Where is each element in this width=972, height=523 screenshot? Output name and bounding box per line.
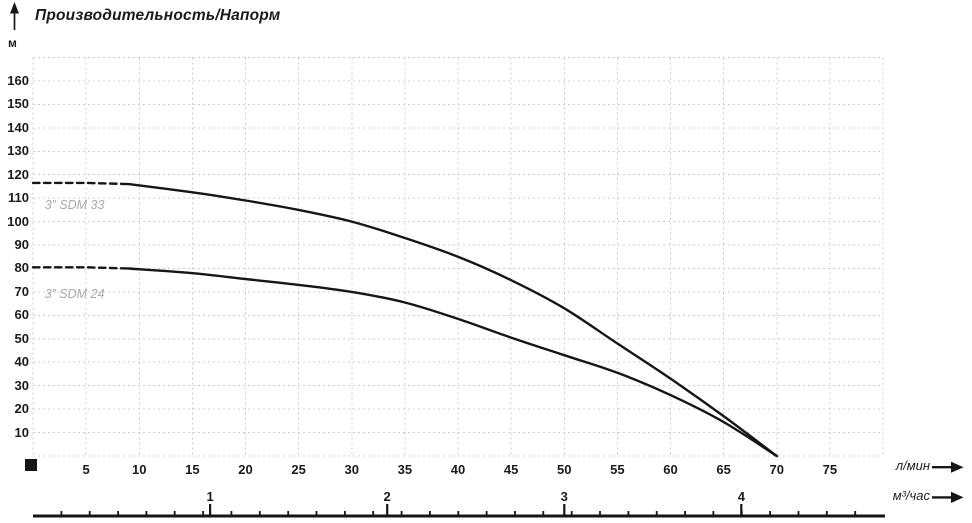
y-axis-unit-label: м	[8, 36, 17, 50]
secondary-axis-tick	[563, 504, 566, 515]
y-tick-label: 130	[7, 143, 29, 159]
x-axis-unit-m3h: м³/час	[892, 488, 930, 503]
y-tick-label: 60	[14, 307, 29, 323]
x-tick-label: 40	[450, 462, 466, 477]
y-tick-label: 20	[14, 401, 29, 417]
origin-marker-square	[25, 459, 37, 471]
x-tick-label: 65	[716, 462, 731, 477]
secondary-axis-ruler	[33, 504, 885, 518]
x-axis-unit-lmin: л/мин	[895, 458, 930, 473]
x-tick-label: 50	[557, 462, 572, 477]
x-tick-label: 5	[82, 462, 90, 477]
y-tick-label: 120	[7, 166, 29, 182]
secondary-tick-label: 4	[737, 489, 745, 504]
lmin-axis-arrow-icon	[932, 461, 964, 473]
y-tick-label: 80	[14, 260, 29, 276]
y-tick-label: 10	[14, 424, 29, 440]
grid-lines	[32, 57, 884, 457]
series-label: 3” SDM 24	[44, 287, 105, 302]
secondary-tick-label: 3	[560, 489, 568, 504]
curve-dashed-segment	[31, 266, 130, 270]
curve-solid-segment	[127, 182, 778, 458]
curve-sdm24	[31, 266, 778, 458]
y-tick-label: 100	[7, 213, 29, 229]
x-tick-label: 35	[397, 462, 413, 477]
x-tick-label: 70	[769, 462, 784, 477]
x-tick-label: 60	[663, 462, 678, 477]
x-tick-label: 55	[610, 462, 625, 477]
secondary-tick-label: 2	[383, 489, 391, 504]
x-tick-label: 20	[238, 462, 253, 477]
curve-sdm33	[31, 181, 778, 458]
y-tick-label: 90	[14, 237, 29, 253]
x-tick-label: 45	[503, 462, 519, 477]
x-tick-label: 15	[185, 462, 200, 477]
series-label: 3” SDM 33	[44, 198, 105, 213]
y-axis-arrow-icon	[10, 2, 19, 30]
y-tick-label: 140	[7, 119, 29, 135]
secondary-axis-tick	[209, 504, 212, 515]
secondary-axis-tick	[740, 504, 743, 515]
y-tick-label: 110	[8, 190, 29, 206]
x-tick-label: 10	[132, 462, 147, 477]
secondary-tick-label: 1	[206, 489, 214, 504]
x-tick-label: 75	[822, 462, 838, 477]
y-tick-label: 150	[7, 96, 29, 112]
secondary-axis-tick	[386, 504, 389, 515]
curve-solid-segment	[127, 267, 778, 458]
x-tick-label: 30	[344, 462, 359, 477]
m3h-axis-arrow-icon	[932, 491, 964, 503]
curve-dashed-segment	[31, 181, 130, 186]
y-tick-label: 50	[14, 330, 29, 346]
x-tick-label: 25	[291, 462, 306, 477]
y-tick-label: 70	[14, 283, 29, 299]
y-tick-label: 30	[14, 377, 29, 393]
chart-title: Производительность/Напорм	[35, 7, 281, 24]
y-tick-label: 160	[7, 72, 29, 88]
y-tick-label: 40	[14, 354, 29, 370]
